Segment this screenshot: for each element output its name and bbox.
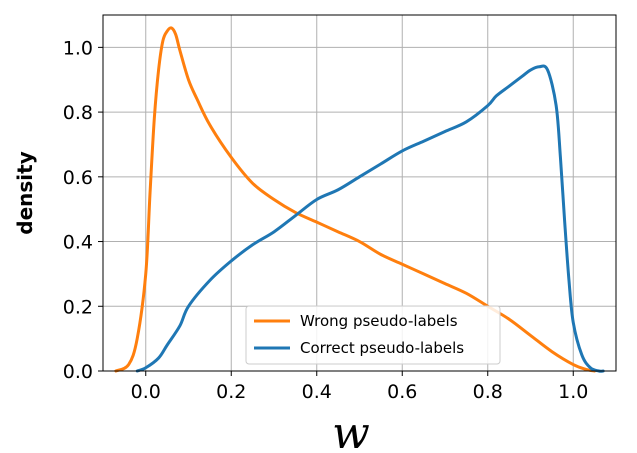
x-tick-label: 1.0: [558, 381, 588, 403]
plot-frame: [102, 14, 617, 372]
series-line-correct: [135, 64, 605, 373]
legend-box: [245, 305, 501, 365]
y-axis-label: density: [13, 151, 37, 234]
y-tick-label: 0.2: [63, 296, 93, 318]
x-tick-label: 0.2: [216, 381, 246, 403]
tick-labels: 0.0 0.2 0.4 0.6 0.8 1.0 0.0 0.2 0.4 0.6 0.8 1.0: [63, 37, 589, 403]
y-tick-label: 0.8: [63, 102, 93, 124]
y-tick-label: 0.6: [63, 167, 93, 189]
y-tick-label: 1.0: [63, 37, 93, 59]
y-tick-label: 0.0: [63, 361, 93, 383]
x-axis-label: w: [332, 408, 370, 453]
y-tick-label: 0.4: [63, 232, 93, 254]
x-tick-label: 0.4: [302, 381, 332, 403]
legend-label-correct: Correct pseudo-labels: [300, 339, 464, 357]
ticks: [98, 46, 574, 376]
x-tick-label: 0.8: [473, 381, 503, 403]
x-tick-label: 0.0: [131, 381, 161, 403]
x-tick-label: 0.6: [387, 381, 417, 403]
legend: Wrong pseudo-labels Correct pseudo-label…: [245, 305, 501, 365]
legend-label-wrong: Wrong pseudo-labels: [300, 312, 458, 330]
